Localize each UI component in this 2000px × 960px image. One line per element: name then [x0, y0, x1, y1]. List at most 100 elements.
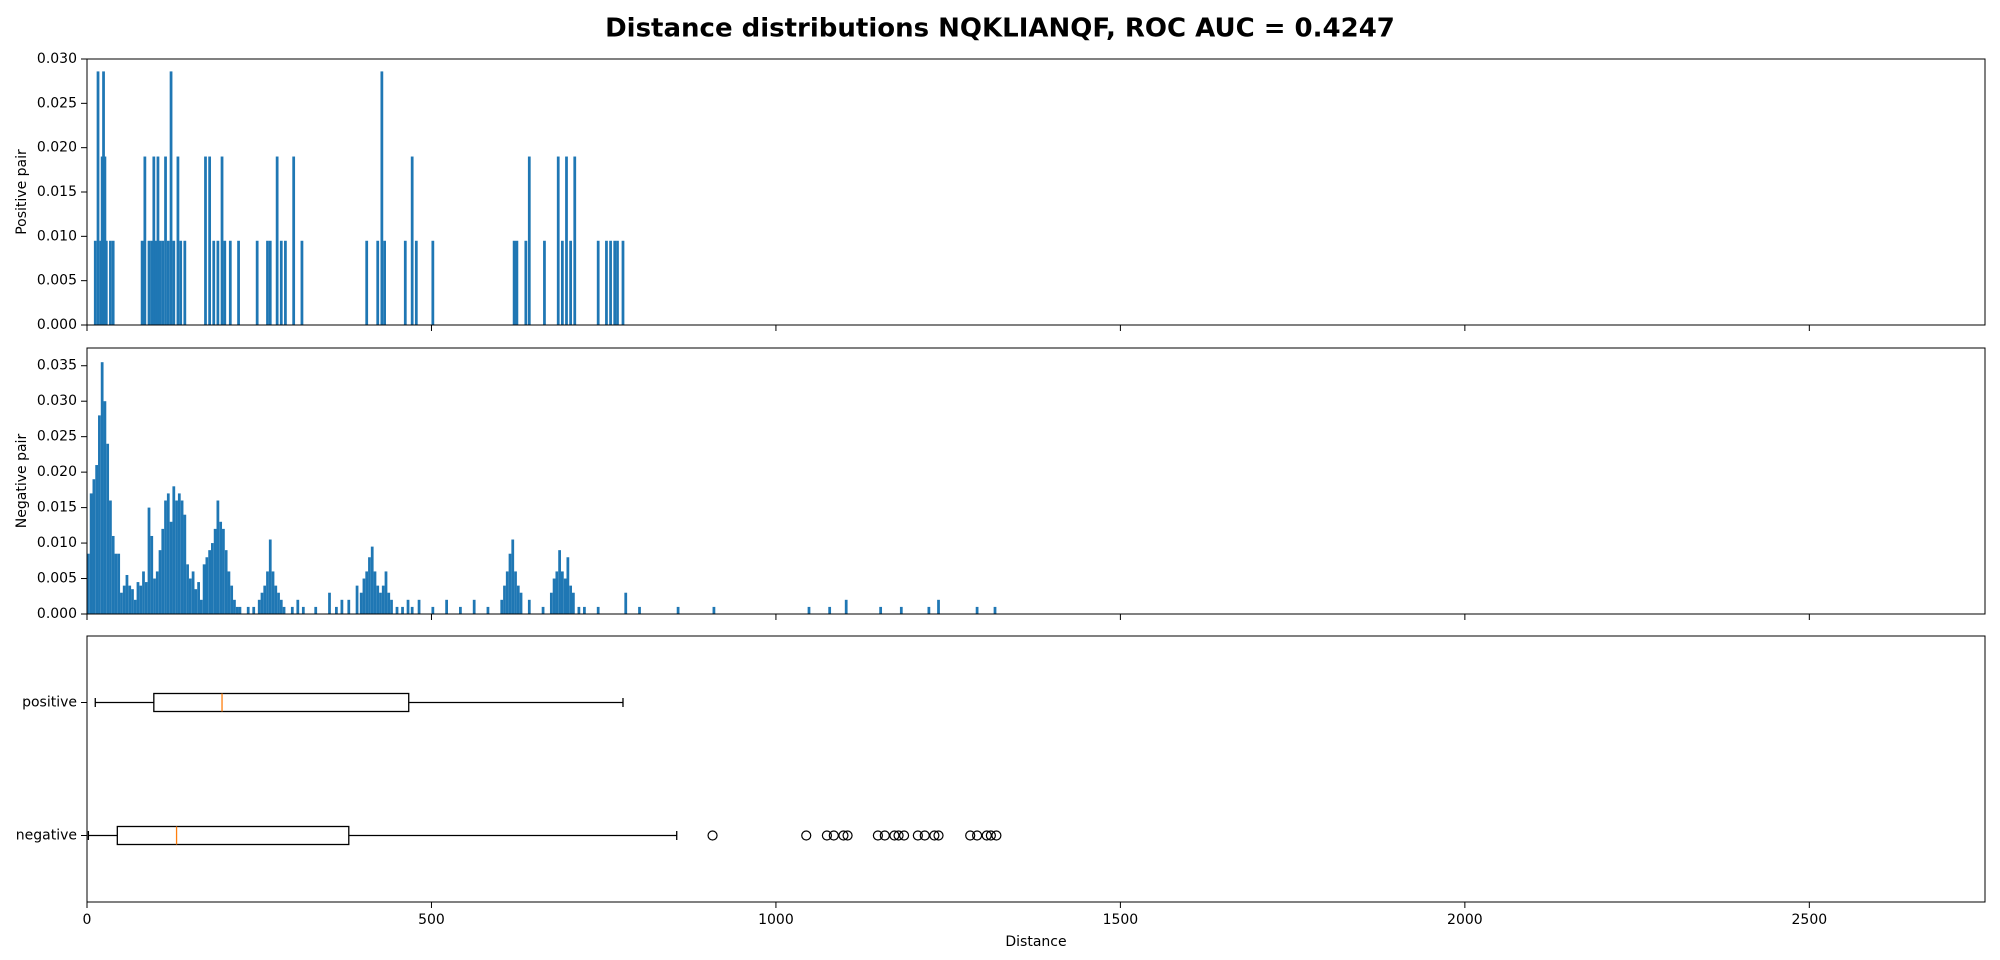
bar: [144, 582, 148, 614]
y-axis-label: Negative pair: [14, 434, 30, 529]
bar: [549, 592, 553, 614]
bar: [205, 557, 209, 614]
bar: [712, 606, 716, 614]
bar: [103, 401, 107, 614]
bar: [238, 606, 242, 614]
bar: [290, 606, 294, 614]
bar: [621, 240, 625, 325]
bar: [828, 606, 832, 614]
bar: [445, 599, 448, 614]
bar: [927, 606, 931, 614]
bar: [166, 240, 170, 325]
bar: [596, 606, 600, 614]
bar: [370, 546, 374, 614]
flier: [889, 830, 900, 841]
y-tick-label: 0.030: [37, 51, 77, 67]
bar: [154, 240, 158, 325]
y-tick-label: 0.000: [37, 606, 77, 622]
bar: [125, 574, 129, 614]
bar: [199, 599, 203, 614]
bar: [216, 240, 220, 325]
bar: [556, 156, 560, 325]
bar: [558, 550, 561, 614]
bar: [459, 606, 462, 614]
bar: [208, 550, 212, 614]
bar: [284, 240, 287, 325]
bar: [613, 240, 617, 325]
bar: [235, 606, 239, 614]
bar: [365, 240, 369, 325]
bar: [401, 606, 404, 614]
flier: [801, 830, 812, 841]
flier: [838, 830, 849, 841]
bar: [266, 240, 269, 325]
bar: [142, 571, 145, 614]
figure-title: Distance distributions NQKLIANQF, ROC AU…: [605, 14, 1395, 44]
bar: [172, 240, 176, 325]
bar: [373, 571, 377, 614]
flier: [828, 830, 839, 841]
bar: [100, 362, 104, 614]
bar: [560, 571, 564, 614]
bar: [573, 156, 577, 325]
bar: [899, 606, 903, 614]
bar: [223, 240, 227, 325]
box: [153, 692, 410, 713]
bar: [186, 564, 189, 614]
bar: [300, 240, 304, 325]
flier: [991, 830, 1002, 841]
bar: [431, 606, 435, 614]
bar: [252, 606, 256, 614]
bar: [179, 240, 183, 325]
x-tick-label: 2500: [1792, 912, 1828, 928]
bar: [296, 599, 300, 614]
bar: [183, 240, 187, 325]
bar: [362, 578, 366, 614]
bar: [169, 521, 173, 614]
bar: [390, 599, 393, 614]
bar: [609, 240, 612, 325]
bar: [410, 606, 414, 614]
bar: [380, 71, 384, 325]
bar: [486, 606, 490, 614]
bar: [406, 599, 410, 614]
flier: [821, 830, 833, 841]
y-tick-label: 0.015: [37, 500, 77, 516]
y-tick-label: 0.010: [37, 228, 77, 244]
bar: [155, 571, 159, 614]
flier: [933, 830, 944, 841]
flier: [971, 830, 983, 841]
bar: [208, 156, 212, 325]
bar: [376, 240, 380, 325]
bar: [527, 156, 531, 325]
bar: [541, 606, 545, 614]
bar: [335, 606, 338, 614]
bar: [514, 571, 517, 614]
y-tick-label: 0.030: [37, 393, 77, 409]
bar: [624, 592, 628, 614]
bar: [552, 578, 556, 614]
bar: [560, 240, 564, 325]
bar: [246, 606, 250, 614]
bar: [505, 571, 509, 614]
bar: [227, 571, 231, 614]
bar: [340, 599, 344, 614]
plot-frame: [86, 347, 1986, 615]
bar: [143, 156, 147, 325]
bar: [472, 599, 476, 614]
y-tick-label: positive: [22, 695, 77, 711]
bar: [230, 585, 234, 614]
bar: [147, 507, 151, 614]
y-tick-label: 0.020: [37, 464, 77, 480]
flier: [879, 830, 890, 841]
bar: [103, 156, 107, 325]
bar: [150, 240, 154, 325]
bar: [106, 443, 110, 614]
bar: [577, 606, 581, 614]
bar: [355, 585, 359, 614]
bar: [255, 240, 259, 325]
bar: [191, 571, 195, 614]
bar: [566, 557, 570, 614]
bar: [152, 156, 156, 325]
bar: [676, 606, 680, 614]
